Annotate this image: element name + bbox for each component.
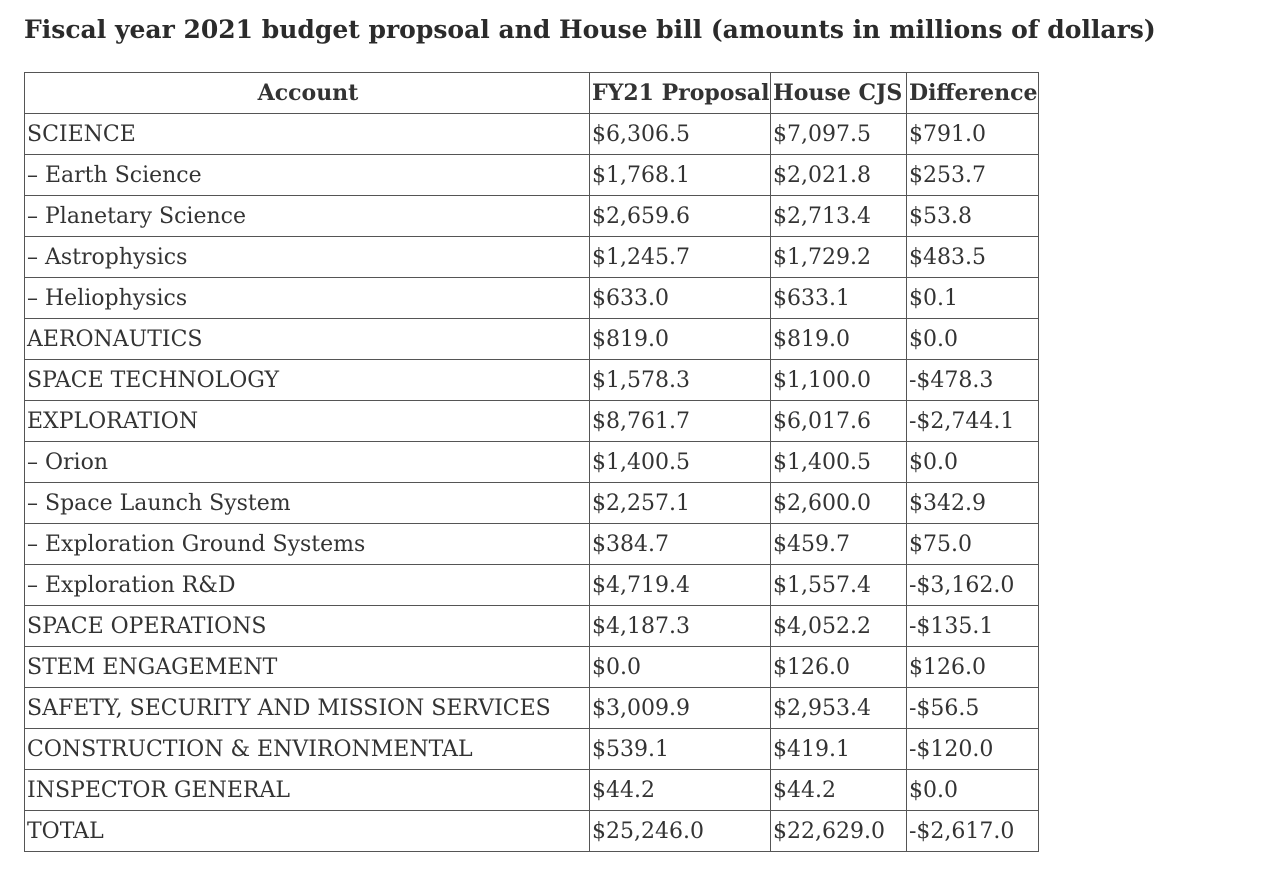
header-account: Account (24, 72, 590, 114)
table-row: – Exploration Ground Systems $384.7 $459… (24, 523, 1039, 565)
house-cell: $2,713.4 (770, 195, 907, 237)
difference-cell: -$3,162.0 (906, 564, 1039, 606)
table-row: – Orion $1,400.5 $1,400.5 $0.0 (24, 441, 1039, 483)
table-row: AERONAUTICS $819.0 $819.0 $0.0 (24, 318, 1039, 360)
proposal-cell: $1,578.3 (589, 359, 771, 401)
table-row: – Exploration R&D $4,719.4 $1,557.4 -$3,… (24, 564, 1039, 606)
account-cell: – Astrophysics (24, 236, 590, 278)
house-cell: $2,953.4 (770, 687, 907, 729)
house-cell: $4,052.2 (770, 605, 907, 647)
proposal-cell: $4,719.4 (589, 564, 771, 606)
table-row: SCIENCE $6,306.5 $7,097.5 $791.0 (24, 113, 1039, 155)
proposal-cell: $25,246.0 (589, 810, 771, 852)
table-row: SAFETY, SECURITY AND MISSION SERVICES $3… (24, 687, 1039, 729)
difference-cell: $0.1 (906, 277, 1039, 319)
house-cell: $2,021.8 (770, 154, 907, 196)
account-cell: SPACE TECHNOLOGY (24, 359, 590, 401)
difference-cell: -$56.5 (906, 687, 1039, 729)
house-cell: $44.2 (770, 769, 907, 811)
account-cell: SAFETY, SECURITY AND MISSION SERVICES (24, 687, 590, 729)
house-cell: $1,400.5 (770, 441, 907, 483)
account-cell: – Planetary Science (24, 195, 590, 237)
difference-cell: $342.9 (906, 482, 1039, 524)
difference-cell: $483.5 (906, 236, 1039, 278)
account-cell: SCIENCE (24, 113, 590, 155)
table-row: – Earth Science $1,768.1 $2,021.8 $253.7 (24, 154, 1039, 196)
table-row: EXPLORATION $8,761.7 $6,017.6 -$2,744.1 (24, 400, 1039, 442)
proposal-cell: $3,009.9 (589, 687, 771, 729)
difference-cell: $0.0 (906, 441, 1039, 483)
table-row: – Space Launch System $2,257.1 $2,600.0 … (24, 482, 1039, 524)
table-row-total: TOTAL $25,246.0 $22,629.0 -$2,617.0 (24, 810, 1039, 852)
table-row: INSPECTOR GENERAL $44.2 $44.2 $0.0 (24, 769, 1039, 811)
proposal-cell: $384.7 (589, 523, 771, 565)
budget-table: Account FY21 Proposal House CJS Differen… (24, 72, 1039, 852)
proposal-cell: $4,187.3 (589, 605, 771, 647)
account-cell: STEM ENGAGEMENT (24, 646, 590, 688)
header-difference: Difference (906, 72, 1039, 114)
account-cell: – Exploration R&D (24, 564, 590, 606)
proposal-cell: $1,400.5 (589, 441, 771, 483)
difference-cell: $126.0 (906, 646, 1039, 688)
account-cell: – Heliophysics (24, 277, 590, 319)
proposal-cell: $1,245.7 (589, 236, 771, 278)
account-cell: AERONAUTICS (24, 318, 590, 360)
difference-cell: -$2,744.1 (906, 400, 1039, 442)
house-cell: $819.0 (770, 318, 907, 360)
account-cell: SPACE OPERATIONS (24, 605, 590, 647)
header-house-cjs: House CJS (770, 72, 907, 114)
difference-cell: $791.0 (906, 113, 1039, 155)
account-cell: – Earth Science (24, 154, 590, 196)
proposal-cell: $2,257.1 (589, 482, 771, 524)
house-cell: $633.1 (770, 277, 907, 319)
proposal-cell: $633.0 (589, 277, 771, 319)
house-cell: $1,557.4 (770, 564, 907, 606)
difference-cell: $0.0 (906, 318, 1039, 360)
house-cell: $2,600.0 (770, 482, 907, 524)
house-cell: $7,097.5 (770, 113, 907, 155)
proposal-cell: $8,761.7 (589, 400, 771, 442)
difference-cell: $75.0 (906, 523, 1039, 565)
account-cell: – Orion (24, 441, 590, 483)
house-cell: $1,100.0 (770, 359, 907, 401)
house-cell: $6,017.6 (770, 400, 907, 442)
table-row: – Planetary Science $2,659.6 $2,713.4 $5… (24, 195, 1039, 237)
difference-cell: $253.7 (906, 154, 1039, 196)
house-cell: $419.1 (770, 728, 907, 770)
account-cell: TOTAL (24, 810, 590, 852)
difference-cell: $53.8 (906, 195, 1039, 237)
proposal-cell: $2,659.6 (589, 195, 771, 237)
difference-cell: -$135.1 (906, 605, 1039, 647)
account-cell: – Space Launch System (24, 482, 590, 524)
proposal-cell: $6,306.5 (589, 113, 771, 155)
house-cell: $459.7 (770, 523, 907, 565)
difference-cell: -$120.0 (906, 728, 1039, 770)
account-cell: CONSTRUCTION & ENVIRONMENTAL (24, 728, 590, 770)
page-title: Fiscal year 2021 budget propsoal and Hou… (24, 15, 1156, 44)
house-cell: $126.0 (770, 646, 907, 688)
account-cell: EXPLORATION (24, 400, 590, 442)
table-header-row: Account FY21 Proposal House CJS Differen… (24, 72, 1039, 114)
table-row: SPACE OPERATIONS $4,187.3 $4,052.2 -$135… (24, 605, 1039, 647)
difference-cell: -$478.3 (906, 359, 1039, 401)
difference-cell: $0.0 (906, 769, 1039, 811)
proposal-cell: $819.0 (589, 318, 771, 360)
house-cell: $22,629.0 (770, 810, 907, 852)
table-row: CONSTRUCTION & ENVIRONMENTAL $539.1 $419… (24, 728, 1039, 770)
header-fy21-proposal: FY21 Proposal (589, 72, 771, 114)
table-row: STEM ENGAGEMENT $0.0 $126.0 $126.0 (24, 646, 1039, 688)
account-cell: – Exploration Ground Systems (24, 523, 590, 565)
difference-cell: -$2,617.0 (906, 810, 1039, 852)
proposal-cell: $44.2 (589, 769, 771, 811)
table-row: – Heliophysics $633.0 $633.1 $0.1 (24, 277, 1039, 319)
house-cell: $1,729.2 (770, 236, 907, 278)
account-cell: INSPECTOR GENERAL (24, 769, 590, 811)
proposal-cell: $539.1 (589, 728, 771, 770)
table-row: – Astrophysics $1,245.7 $1,729.2 $483.5 (24, 236, 1039, 278)
table-row: SPACE TECHNOLOGY $1,578.3 $1,100.0 -$478… (24, 359, 1039, 401)
proposal-cell: $1,768.1 (589, 154, 771, 196)
proposal-cell: $0.0 (589, 646, 771, 688)
